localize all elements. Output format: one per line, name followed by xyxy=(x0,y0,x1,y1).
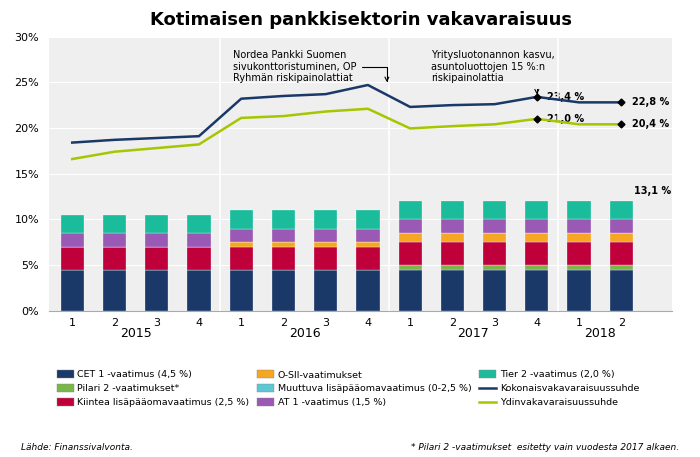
Bar xyxy=(230,247,253,270)
Bar xyxy=(568,201,591,219)
Bar xyxy=(188,215,211,233)
Bar xyxy=(272,270,295,311)
Bar xyxy=(188,233,211,247)
Bar xyxy=(525,219,549,233)
Bar xyxy=(398,265,421,270)
Bar xyxy=(441,233,464,242)
Bar xyxy=(188,270,211,311)
Bar xyxy=(356,242,379,247)
Bar xyxy=(103,233,126,247)
Bar xyxy=(398,219,421,233)
Bar xyxy=(610,270,633,311)
Text: 2015: 2015 xyxy=(120,327,151,340)
Bar xyxy=(568,233,591,242)
Bar xyxy=(610,201,633,219)
Bar xyxy=(568,242,591,265)
Bar xyxy=(314,210,337,228)
Bar xyxy=(61,215,84,233)
Bar xyxy=(610,265,633,270)
Text: 22,8 %: 22,8 % xyxy=(632,97,669,107)
Bar xyxy=(398,201,421,219)
Bar xyxy=(314,247,337,270)
Bar xyxy=(230,270,253,311)
Text: 20,4 %: 20,4 % xyxy=(632,119,669,129)
Text: Lähde: Finanssivalvonta.: Lähde: Finanssivalvonta. xyxy=(21,443,133,452)
Bar xyxy=(568,270,591,311)
Bar xyxy=(610,242,633,265)
Bar xyxy=(61,247,84,270)
Bar xyxy=(272,242,295,247)
Bar xyxy=(483,233,506,242)
Text: 2017: 2017 xyxy=(458,327,489,340)
Bar xyxy=(525,242,549,265)
Text: 2016: 2016 xyxy=(288,327,321,340)
Bar xyxy=(188,247,211,270)
Bar xyxy=(441,201,464,219)
Bar xyxy=(525,233,549,242)
Text: 21,0 %: 21,0 % xyxy=(547,114,584,124)
Bar xyxy=(103,247,126,270)
Bar xyxy=(441,270,464,311)
Bar xyxy=(525,265,549,270)
Bar xyxy=(356,228,379,242)
Legend: CET 1 -vaatimus (4,5 %), Pilari 2 -vaatimukset*, Kiintea lisäpääomavaatimus (2,5: CET 1 -vaatimus (4,5 %), Pilari 2 -vaati… xyxy=(57,370,639,407)
Bar xyxy=(398,270,421,311)
Bar xyxy=(398,242,421,265)
Bar xyxy=(610,233,633,242)
Bar xyxy=(610,219,633,233)
Text: 23,4 %: 23,4 % xyxy=(547,92,584,102)
Bar xyxy=(568,219,591,233)
Bar xyxy=(145,215,168,233)
Bar xyxy=(145,270,168,311)
Bar xyxy=(272,228,295,242)
Bar xyxy=(525,201,549,219)
Text: Yritysluotonannon kasvu,
asuntoluottojen 15 %:n
riskipainolattia: Yritysluotonannon kasvu, asuntoluottojen… xyxy=(431,50,555,93)
Bar xyxy=(483,219,506,233)
Bar xyxy=(398,233,421,242)
Bar xyxy=(61,233,84,247)
Title: Kotimaisen pankkisektorin vakavaraisuus: Kotimaisen pankkisektorin vakavaraisuus xyxy=(150,11,571,29)
Bar xyxy=(272,210,295,228)
Bar xyxy=(483,201,506,219)
Bar xyxy=(356,247,379,270)
Bar xyxy=(230,242,253,247)
Bar xyxy=(441,219,464,233)
Bar xyxy=(568,265,591,270)
Bar xyxy=(314,228,337,242)
Text: * Pilari 2 -vaatimukset  esitetty vain vuodesta 2017 alkaen.: * Pilari 2 -vaatimukset esitetty vain vu… xyxy=(411,443,679,452)
Bar xyxy=(525,270,549,311)
Bar xyxy=(103,215,126,233)
Bar xyxy=(272,247,295,270)
Bar xyxy=(356,210,379,228)
Bar xyxy=(103,270,126,311)
Bar xyxy=(356,270,379,311)
Bar xyxy=(483,242,506,265)
Text: 13,1 %: 13,1 % xyxy=(634,186,671,196)
Bar xyxy=(441,265,464,270)
Bar xyxy=(441,242,464,265)
Bar xyxy=(314,270,337,311)
Bar xyxy=(145,247,168,270)
Text: 2018: 2018 xyxy=(584,327,616,340)
Text: Nordea Pankki Suomen
sivukonttoristuminen, OP
Ryhmän riskipainolattiat: Nordea Pankki Suomen sivukonttoristumine… xyxy=(232,50,388,84)
Bar xyxy=(230,228,253,242)
Bar xyxy=(61,270,84,311)
Bar xyxy=(230,210,253,228)
Bar xyxy=(145,233,168,247)
Bar xyxy=(314,242,337,247)
Bar xyxy=(483,265,506,270)
Bar xyxy=(483,270,506,311)
